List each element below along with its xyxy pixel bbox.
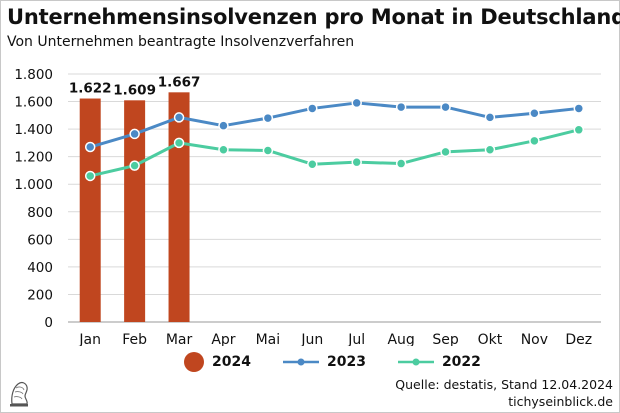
point-2023	[262, 112, 274, 124]
y-tick-label: 1.600	[14, 95, 53, 111]
chart-legend: 2024 2023 2022	[184, 352, 481, 372]
legend-swatch-2024	[184, 352, 204, 372]
x-tick-label: Mar	[166, 332, 193, 346]
chart-title: Unternehmensinsolvenzen pro Monat in Deu…	[7, 5, 620, 29]
legend-label-2024: 2024	[212, 354, 251, 370]
x-tick-label: Jun	[300, 332, 323, 346]
y-tick-label: 0	[44, 315, 53, 331]
tichys-einblick-logo-icon	[10, 381, 28, 407]
point-2022	[484, 144, 496, 156]
x-tick-label: Feb	[122, 332, 147, 346]
source-text: Quelle: destatis, Stand 12.04.2024	[395, 377, 613, 392]
x-tick-label: Mai	[256, 332, 281, 346]
point-2023	[573, 103, 585, 114]
point-2023	[484, 112, 496, 123]
point-2023	[307, 103, 318, 114]
point-2022	[218, 144, 229, 156]
series-line-2023	[89, 101, 579, 149]
point-2022	[307, 158, 318, 170]
bar-2024	[124, 100, 146, 322]
x-tick-label: Jan	[78, 332, 101, 346]
legend-swatch-2022	[397, 358, 434, 366]
point-2022	[395, 158, 407, 169]
point-2022	[262, 145, 274, 156]
x-tick-label: Aug	[387, 332, 414, 346]
x-tick-label: Sep	[432, 332, 459, 346]
point-2022	[351, 156, 362, 168]
point-2023	[440, 101, 451, 113]
point-2022	[129, 160, 140, 171]
chart-plot-area: 0 200 400 600 800 1.000 1.200 1.400 1.600 1.800 Ja…	[14, 67, 601, 346]
source-note: Quelle: destatis, Stand 12.04.2024 tichy…	[395, 376, 613, 410]
y-tick-label: 800	[27, 205, 53, 221]
y-tick-label: 400	[27, 260, 53, 276]
point-2023	[173, 112, 185, 123]
point-2022	[173, 137, 185, 149]
y-tick-label: 1.000	[14, 177, 53, 193]
legend-label-2022: 2022	[441, 354, 481, 370]
legend-label-2023: 2023	[326, 354, 366, 370]
x-tick-label: Dez	[565, 332, 592, 346]
point-2023	[529, 108, 540, 119]
site-text: tichyseinblick.de	[508, 394, 613, 409]
point-2023	[129, 128, 140, 140]
point-2022	[84, 170, 96, 182]
y-tick-label: 1.200	[14, 150, 53, 166]
series-line-2022	[89, 128, 580, 178]
point-2023	[395, 101, 407, 113]
y-tick-label: 200	[27, 287, 53, 303]
x-tick-label: Okt	[478, 332, 503, 346]
point-2022	[529, 135, 540, 147]
x-tick-label: Jul	[347, 332, 365, 346]
bar-data-label: 1.622	[69, 81, 112, 97]
point-2023	[218, 120, 229, 131]
y-tick-label: 1.800	[14, 67, 53, 83]
y-tick-label: 600	[27, 232, 53, 248]
bar-data-label: 1.609	[113, 82, 156, 98]
point-2023	[84, 141, 96, 153]
legend-item-2024: 2024	[184, 352, 251, 372]
legend-item-2023: 2023	[282, 354, 366, 370]
legend-swatch-2023	[282, 358, 319, 366]
legend-item-2022: 2022	[397, 354, 481, 370]
bar-2024	[168, 92, 190, 322]
point-2022	[573, 124, 585, 136]
chart-subtitle: Von Unternehmen beantragte Insolvenzverf…	[7, 34, 355, 50]
bar-2024	[79, 98, 101, 322]
bar-data-label: 1.667	[158, 74, 201, 90]
point-2022	[440, 146, 451, 158]
x-tick-label: Apr	[211, 332, 235, 346]
x-tick-label: Nov	[521, 332, 548, 346]
y-tick-label: 1.400	[14, 122, 53, 138]
point-2023	[351, 97, 362, 109]
